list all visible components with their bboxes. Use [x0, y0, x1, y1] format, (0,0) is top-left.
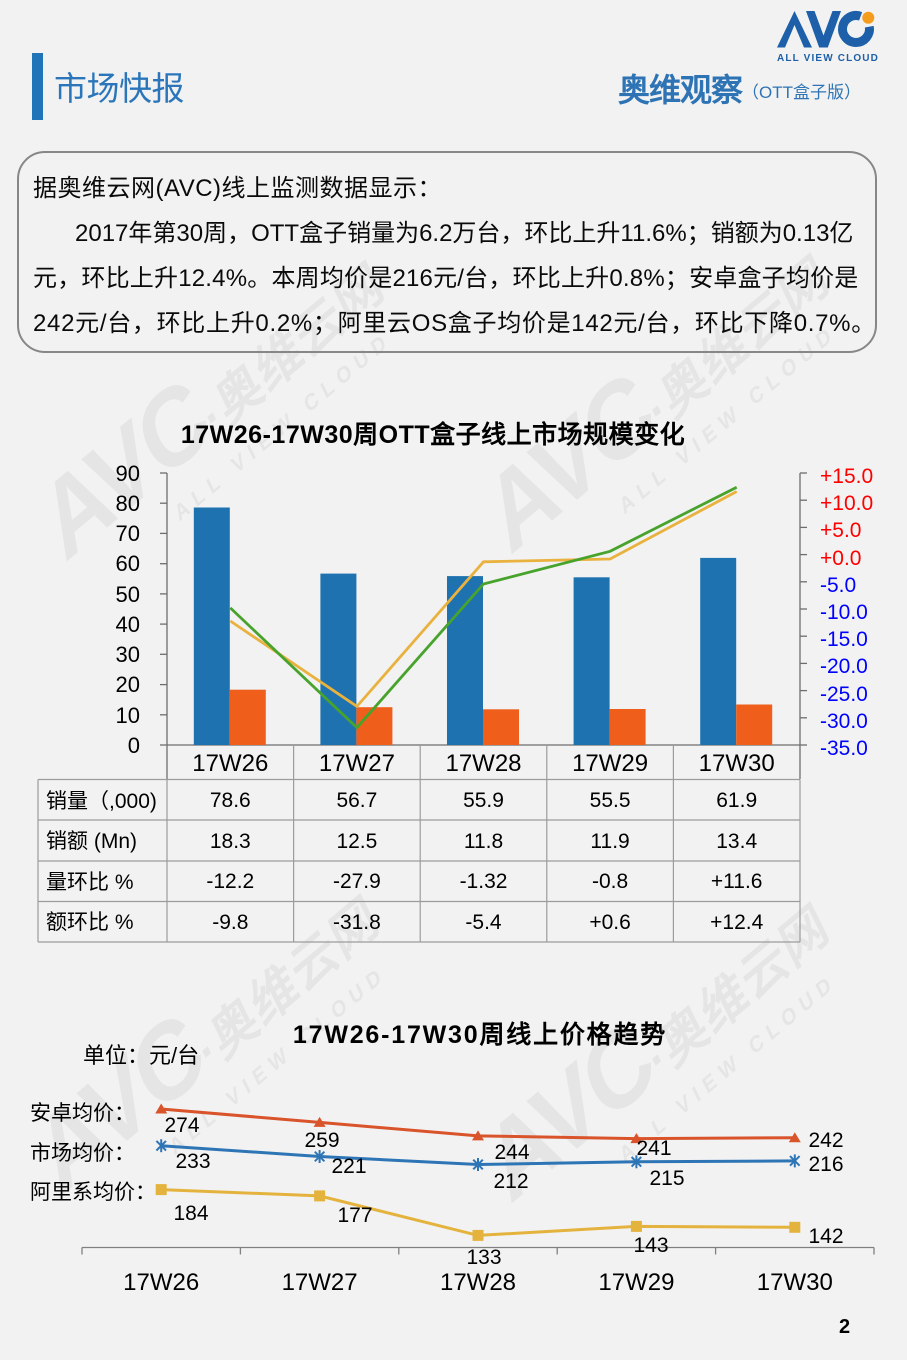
svg-text:143: 143: [633, 1234, 668, 1257]
svg-text:20: 20: [116, 672, 140, 697]
svg-text:55.5: 55.5: [590, 789, 631, 812]
svg-text:78.6: 78.6: [210, 789, 251, 812]
svg-text:13.4: 13.4: [716, 830, 757, 853]
svg-text:11.9: 11.9: [590, 830, 629, 853]
svg-text:221: 221: [331, 1155, 366, 1178]
svg-text:17W27: 17W27: [282, 1269, 358, 1296]
svg-text:17W26: 17W26: [123, 1269, 199, 1296]
svg-text:-31.8: -31.8: [333, 911, 381, 934]
svg-text:241: 241: [636, 1137, 671, 1160]
svg-text:17W28: 17W28: [440, 1269, 516, 1296]
svg-text:70: 70: [116, 521, 140, 546]
svg-text:18.3: 18.3: [210, 830, 251, 853]
svg-text:+0.0: +0.0: [820, 547, 861, 570]
svg-text:+5.0: +5.0: [820, 519, 861, 542]
svg-text:11.8: 11.8: [464, 830, 503, 853]
svg-text:17W30: 17W30: [757, 1269, 833, 1296]
svg-text:30: 30: [116, 642, 140, 667]
svg-text:244: 244: [494, 1141, 529, 1164]
svg-text:259: 259: [304, 1129, 339, 1152]
svg-text:274: 274: [164, 1114, 199, 1137]
svg-text:-15.0: -15.0: [820, 628, 868, 651]
svg-text:50: 50: [116, 582, 140, 607]
svg-text:80: 80: [116, 491, 140, 516]
svg-text:ALL VIEW CLOUD: ALL VIEW CLOUD: [777, 53, 879, 63]
svg-text:安卓均价：: 安卓均价：: [30, 1102, 135, 1125]
svg-text:市场均价：: 市场均价：: [30, 1142, 135, 1165]
svg-text:-12.2: -12.2: [206, 870, 254, 893]
svg-text:-5.0: -5.0: [820, 574, 856, 597]
svg-text:+11.6: +11.6: [711, 870, 763, 893]
svg-text:17W29: 17W29: [598, 1269, 674, 1296]
svg-text:242: 242: [808, 1129, 843, 1152]
svg-text:17W26-17W30周线上价格趋势: 17W26-17W30周线上价格趋势: [293, 1020, 667, 1049]
svg-text:17W26: 17W26: [192, 750, 268, 777]
svg-text:17W28: 17W28: [445, 750, 521, 777]
svg-text:-25.0: -25.0: [820, 683, 868, 706]
svg-text:212: 212: [493, 1170, 528, 1193]
svg-text:61.9: 61.9: [716, 789, 757, 812]
svg-text:177: 177: [337, 1204, 372, 1227]
svg-text:销量（,000): 销量（,000): [46, 790, 157, 813]
svg-text:133: 133: [466, 1246, 501, 1269]
svg-text:0: 0: [128, 733, 140, 758]
svg-text:12.5: 12.5: [336, 830, 377, 853]
svg-text:60: 60: [116, 551, 140, 576]
svg-text:215: 215: [649, 1167, 684, 1190]
svg-text:10: 10: [116, 703, 140, 728]
svg-text:17W29: 17W29: [572, 750, 648, 777]
svg-text:17W26-17W30周OTT盒子线上市场规模变化: 17W26-17W30周OTT盒子线上市场规模变化: [181, 420, 685, 449]
svg-text:+12.4: +12.4: [710, 911, 763, 934]
svg-text:233: 233: [175, 1150, 210, 1173]
svg-text:142: 142: [808, 1225, 843, 1248]
svg-text:+0.6: +0.6: [589, 911, 630, 934]
svg-text:+15.0: +15.0: [820, 465, 873, 488]
svg-text:阿里系均价：: 阿里系均价：: [30, 1181, 156, 1204]
svg-text:+10.0: +10.0: [820, 492, 873, 515]
svg-text:184: 184: [173, 1202, 208, 1225]
svg-text:量环比 %: 量环比 %: [46, 871, 134, 894]
svg-text:-0.8: -0.8: [592, 870, 628, 893]
svg-text:17W30: 17W30: [699, 750, 775, 777]
svg-text:-9.8: -9.8: [212, 911, 248, 934]
svg-text:90: 90: [116, 461, 140, 486]
svg-text:40: 40: [116, 612, 140, 637]
svg-text:-27.9: -27.9: [333, 870, 381, 893]
svg-text:-1.32: -1.32: [460, 870, 508, 893]
svg-text:-10.0: -10.0: [820, 601, 868, 624]
svg-text:-30.0: -30.0: [820, 710, 868, 733]
svg-text:销额 (Mn): 销额 (Mn): [46, 830, 137, 853]
svg-text:-35.0: -35.0: [820, 737, 868, 760]
svg-text:额环比 %: 额环比 %: [46, 911, 134, 934]
svg-text:-5.4: -5.4: [465, 911, 502, 934]
svg-text:-20.0: -20.0: [820, 655, 868, 678]
svg-text:单位：元/台: 单位：元/台: [83, 1043, 199, 1068]
svg-text:17W27: 17W27: [319, 750, 395, 777]
svg-text:55.9: 55.9: [463, 789, 504, 812]
svg-text:216: 216: [808, 1153, 843, 1176]
svg-text:56.7: 56.7: [336, 789, 377, 812]
